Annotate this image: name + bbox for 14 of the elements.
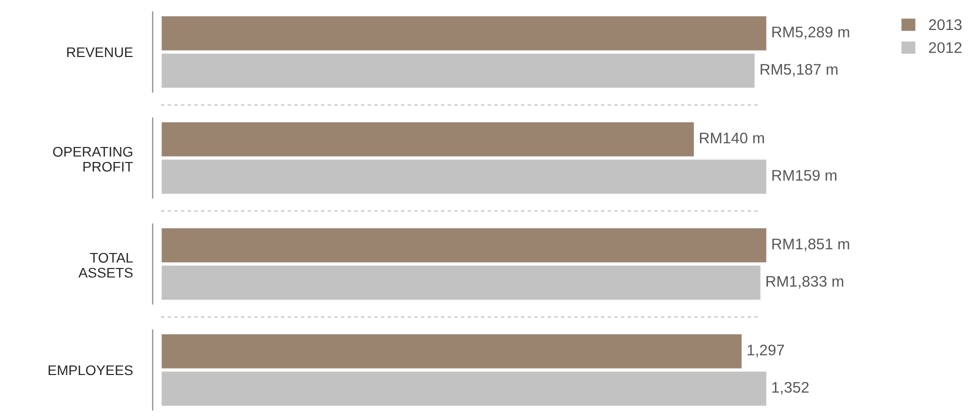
data-label: RM5,187 m xyxy=(760,64,838,77)
y-tick-label: OPERATING PROFIT xyxy=(53,146,133,172)
y-tick-label: TOTAL ASSETS xyxy=(78,252,133,278)
data-label: RM140 m xyxy=(700,132,764,144)
y-tick-label: REVENUE xyxy=(67,47,133,58)
data-label: RM1,851 m xyxy=(772,238,850,252)
y-tick-label: EMPLOYEES xyxy=(48,365,133,376)
data-label: RM5,289 m xyxy=(772,26,850,40)
data-label: RM1,833 m xyxy=(766,276,844,289)
data-label: 1,352 xyxy=(772,382,809,395)
legend-label: 2012 xyxy=(929,42,962,54)
data-label: 1,297 xyxy=(748,344,784,358)
legend-label: 2013 xyxy=(929,19,962,30)
data-label: RM159 m xyxy=(772,170,836,181)
